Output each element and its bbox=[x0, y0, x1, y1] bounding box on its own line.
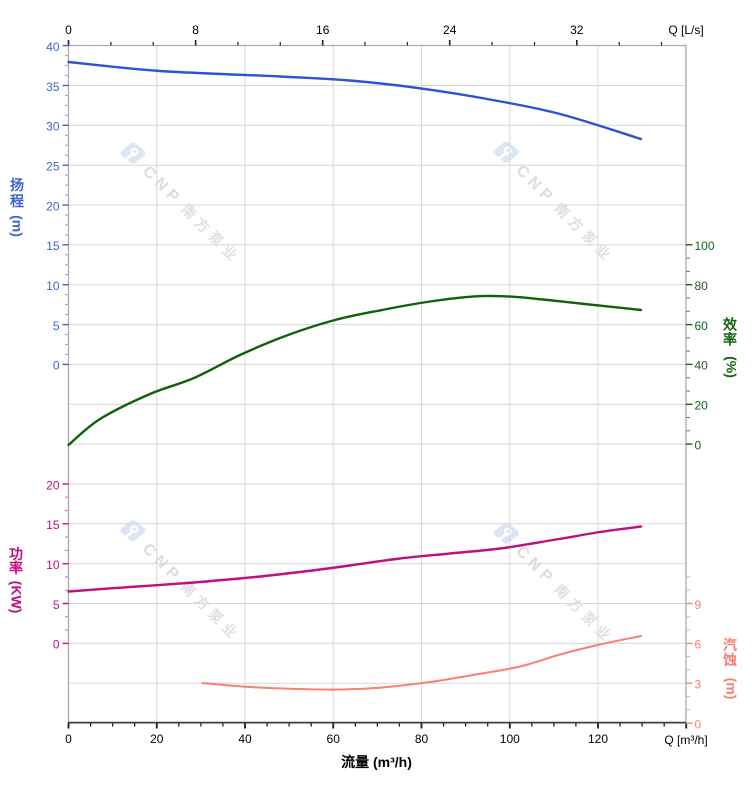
svg-text:流量 (m³/h): 流量 (m³/h) bbox=[341, 754, 412, 770]
svg-text:80: 80 bbox=[695, 279, 709, 293]
svg-text:5: 5 bbox=[53, 598, 60, 612]
svg-text:15: 15 bbox=[46, 518, 60, 532]
svg-text:20: 20 bbox=[695, 399, 709, 413]
svg-text:25: 25 bbox=[46, 159, 60, 173]
svg-text:效: 效 bbox=[723, 317, 738, 333]
svg-text:30: 30 bbox=[46, 120, 60, 134]
svg-text:100: 100 bbox=[500, 732, 520, 746]
svg-text:(%): (%) bbox=[724, 356, 740, 378]
svg-text:32: 32 bbox=[570, 23, 584, 37]
svg-text:(m): (m) bbox=[724, 678, 740, 700]
svg-text:功: 功 bbox=[9, 546, 23, 562]
svg-text:率: 率 bbox=[723, 332, 737, 348]
svg-text:Q [L/s]: Q [L/s] bbox=[668, 23, 703, 37]
svg-text:80: 80 bbox=[415, 732, 429, 746]
svg-text:40: 40 bbox=[46, 40, 60, 54]
svg-text:0: 0 bbox=[53, 359, 60, 373]
svg-text:120: 120 bbox=[588, 732, 608, 746]
svg-text:蚀: 蚀 bbox=[722, 652, 737, 668]
svg-text:24: 24 bbox=[443, 23, 457, 37]
svg-text:率: 率 bbox=[9, 560, 23, 576]
svg-text:9: 9 bbox=[695, 598, 702, 612]
svg-text:(KW): (KW) bbox=[9, 581, 25, 614]
svg-text:20: 20 bbox=[46, 478, 60, 492]
svg-text:20: 20 bbox=[150, 732, 164, 746]
svg-text:10: 10 bbox=[46, 558, 60, 572]
svg-text:35: 35 bbox=[46, 80, 60, 94]
svg-text:3: 3 bbox=[695, 678, 702, 692]
svg-text:Q [m³/h]: Q [m³/h] bbox=[664, 733, 707, 747]
svg-text:20: 20 bbox=[46, 199, 60, 213]
svg-text:40: 40 bbox=[695, 359, 709, 373]
svg-text:汽: 汽 bbox=[723, 637, 737, 653]
svg-text:0: 0 bbox=[53, 638, 60, 652]
svg-text:0: 0 bbox=[695, 717, 702, 731]
svg-text:程: 程 bbox=[10, 193, 24, 209]
svg-text:10: 10 bbox=[46, 279, 60, 293]
svg-text:60: 60 bbox=[327, 732, 341, 746]
svg-text:60: 60 bbox=[695, 319, 709, 333]
svg-text:0: 0 bbox=[65, 732, 72, 746]
svg-text:5: 5 bbox=[53, 319, 60, 333]
svg-text:16: 16 bbox=[316, 23, 330, 37]
svg-text:8: 8 bbox=[192, 23, 199, 37]
svg-text:6: 6 bbox=[695, 638, 702, 652]
svg-text:扬: 扬 bbox=[10, 177, 24, 193]
svg-text:0: 0 bbox=[695, 438, 702, 452]
svg-text:15: 15 bbox=[46, 239, 60, 253]
svg-text:0: 0 bbox=[65, 23, 72, 37]
svg-text:40: 40 bbox=[238, 732, 252, 746]
svg-text:(m): (m) bbox=[10, 215, 26, 237]
svg-text:100: 100 bbox=[695, 239, 715, 253]
